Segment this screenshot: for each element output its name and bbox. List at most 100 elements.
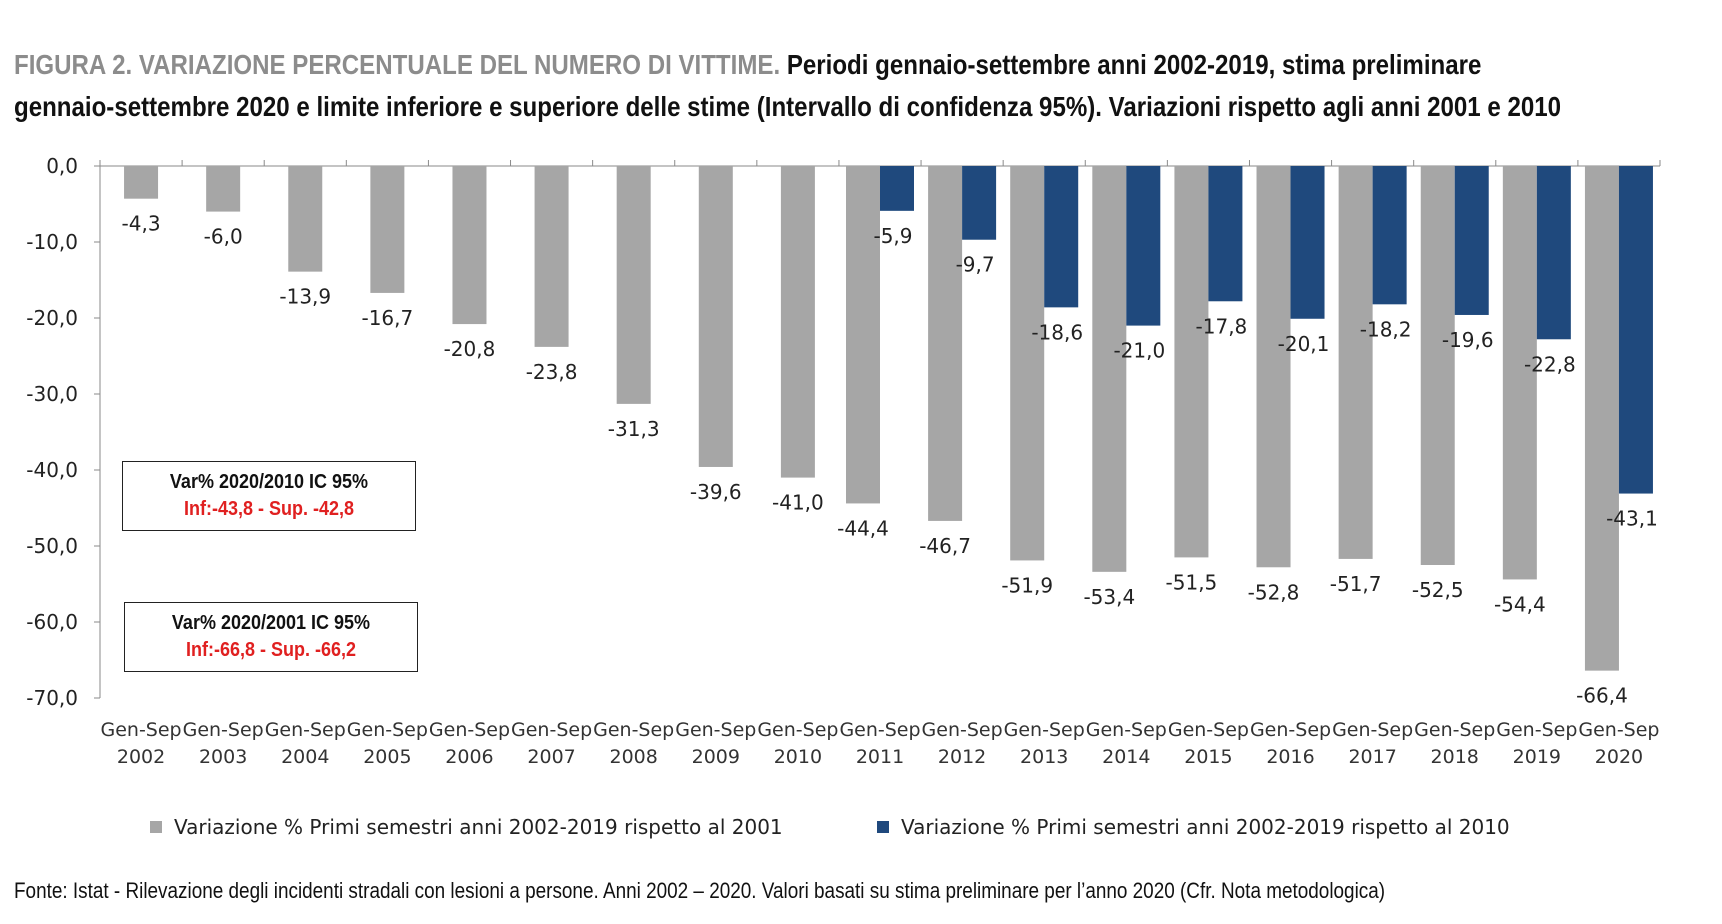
legend-swatch-2010 [877, 821, 889, 833]
bar-2001 [1502, 166, 1537, 580]
y-tick-label: -20,0 [26, 306, 78, 330]
x-category-label-line1: Gen-Sep [1004, 719, 1085, 741]
chart-title-line1: Periodi gennaio-settembre anni 2002-2019… [780, 49, 1482, 80]
legend-label-2010: Variazione % Primi semestri anni 2002-20… [901, 815, 1510, 839]
bar-2001 [1256, 166, 1291, 568]
x-category-label-line1: Gen-Sep [1168, 719, 1249, 741]
x-category-label-year: 2008 [610, 746, 658, 768]
data-label-2010: -20,1 [1278, 332, 1330, 356]
x-category-label-year: 2003 [199, 746, 247, 768]
chart-title-bold: FIGURA 2. VARIAZIONE PERCENTUALE DEL NUM… [14, 49, 781, 80]
x-category-label-year: 2010 [774, 746, 822, 768]
bar-2010 [1126, 166, 1161, 326]
data-label-2001: -16,7 [361, 306, 413, 330]
data-labels: -4,3 -6,0 -13,9 -16,7 -20,8 -23,8 -31,3 -39,6 -4… [122, 212, 1658, 708]
source-note: Fonte: Istat - Rilevazione degli inciden… [14, 878, 1386, 903]
x-category-label-line1: Gen-Sep [183, 719, 264, 741]
legend-label-2001: Variazione % Primi semestri anni 2002-20… [174, 815, 783, 839]
bar-2010 [1290, 166, 1325, 319]
x-category-label-line1: Gen-Sep [922, 719, 1003, 741]
x-category-label-line1: Gen-Sep [1496, 719, 1577, 741]
data-label-2001: -54,4 [1494, 592, 1546, 616]
data-label-2010: -18,6 [1031, 320, 1083, 344]
bar-2001 [1420, 166, 1455, 565]
bar-2001 [780, 166, 815, 478]
x-category-label-year: 2018 [1431, 746, 1479, 768]
data-label-2010: -22,8 [1524, 352, 1576, 376]
bar-2001 [288, 166, 323, 272]
x-category-label-line1: Gen-Sep [1414, 719, 1495, 741]
x-category-label-year: 2017 [1348, 746, 1396, 768]
bar-2001 [1584, 166, 1619, 671]
data-label-2001: -51,5 [1166, 570, 1218, 594]
y-tick-label: -60,0 [26, 610, 78, 634]
data-label-2010: -18,2 [1360, 317, 1412, 341]
x-category-label-line1: Gen-Sep [1250, 719, 1331, 741]
x-category-label-year: 2015 [1184, 746, 1232, 768]
bar-2001 [846, 166, 880, 504]
bar-2001 [1174, 166, 1209, 558]
data-label-2010: -9,7 [956, 253, 995, 277]
bar-2001 [534, 166, 569, 347]
data-label-2001: -31,3 [608, 417, 660, 441]
ci-box-2001: Var% 2020/2001 IC 95% Inf:-66,8 - Sup. -… [124, 602, 418, 672]
legend-swatch-2001 [150, 821, 162, 833]
data-label-2010: -43,1 [1606, 507, 1658, 531]
x-category-label-year: 2007 [527, 746, 575, 768]
y-tick-label: -70,0 [26, 686, 78, 710]
x-category-label-line1: Gen-Sep [265, 719, 346, 741]
x-category-label-year: 2006 [445, 746, 493, 768]
data-label-2010: -5,9 [873, 224, 912, 248]
y-tick-label: -30,0 [26, 382, 78, 406]
bar-2010 [1618, 166, 1653, 494]
bar-2001 [452, 166, 487, 325]
x-category-label-line1: Gen-Sep [347, 719, 428, 741]
x-category-label-line1: Gen-Sep [429, 719, 510, 741]
x-category-label-year: 2005 [363, 746, 411, 768]
data-label-2001: -44,4 [837, 516, 889, 540]
chart-title-line2: gennaio-settembre 2020 e limite inferior… [14, 91, 1562, 122]
data-label-2001: -52,8 [1248, 580, 1300, 604]
bars [124, 166, 1653, 671]
x-category-label-line1: Gen-Sep [1086, 719, 1167, 741]
data-label-2010: -17,8 [1196, 314, 1248, 338]
data-label-2001: -39,6 [690, 480, 742, 504]
data-label-2001: -51,9 [1001, 573, 1053, 597]
bar-2001 [124, 166, 159, 199]
data-label-2010: -21,0 [1113, 339, 1165, 363]
x-category-label-line1: Gen-Sep [839, 719, 920, 741]
bar-2001 [698, 166, 733, 467]
bar-2001 [1010, 166, 1045, 561]
legend-item-2001: Variazione % Primi semestri anni 2002-20… [150, 815, 783, 839]
x-category-label-year: 2011 [856, 746, 904, 768]
data-label-2001: -20,8 [444, 337, 496, 361]
x-category-label-year: 2019 [1513, 746, 1561, 768]
data-label-2001: -51,7 [1330, 572, 1382, 596]
bar-2010 [1372, 166, 1407, 305]
x-category-label-line1: Gen-Sep [757, 719, 838, 741]
y-tick-label: -40,0 [26, 458, 78, 482]
data-label-2001: -23,8 [526, 360, 578, 384]
legend-item-2010: Variazione % Primi semestri anni 2002-20… [877, 815, 1510, 839]
data-label-2001: -13,9 [279, 285, 331, 309]
data-label-2001: -53,4 [1083, 585, 1135, 609]
data-label-2001: -4,3 [122, 212, 161, 236]
bar-2010 [1536, 166, 1571, 340]
x-category-label-line1: Gen-Sep [1332, 719, 1413, 741]
x-category-label-line1: Gen-Sep [593, 719, 674, 741]
bar-2001 [1092, 166, 1127, 572]
x-category-label-year: 2014 [1102, 746, 1150, 768]
bar-2010 [880, 166, 914, 211]
ci-box-2010-range: Inf:-43,8 - Sup. -42,8 [183, 498, 355, 520]
data-label-2001: -46,7 [919, 534, 971, 558]
bar-2001 [928, 166, 963, 521]
bar-2001 [206, 166, 241, 212]
ci-box-2001-title: Var% 2020/2001 IC 95% [171, 612, 371, 634]
bar-2010 [1454, 166, 1489, 315]
x-category-label-year: 2020 [1595, 746, 1643, 768]
bar-2001 [370, 166, 405, 293]
x-category-label-year: 2016 [1266, 746, 1314, 768]
bar-2001 [616, 166, 651, 404]
data-label-2010: -19,6 [1442, 328, 1494, 352]
